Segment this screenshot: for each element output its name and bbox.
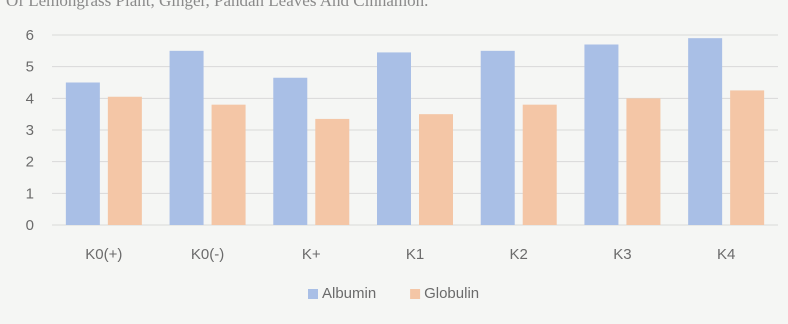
x-category-label: K3 <box>613 246 631 263</box>
x-category-label: K0(-) <box>191 246 224 263</box>
y-tick-label: 0 <box>26 217 34 234</box>
legend-label-albumin: Albumin <box>322 285 376 302</box>
y-tick-label: 5 <box>26 59 34 76</box>
bar-albumin-K0(+) <box>66 83 100 226</box>
bar-albumin-K+ <box>273 78 307 225</box>
bar-albumin-K4 <box>688 38 722 225</box>
legend-swatch-globulin <box>410 289 420 299</box>
y-tick-label: 4 <box>26 90 34 107</box>
bar-globulin-K0(-) <box>212 105 246 225</box>
y-tick-label: 1 <box>26 185 34 202</box>
gridlines <box>52 35 778 225</box>
y-tick-label: 6 <box>26 27 34 44</box>
x-category-label: K+ <box>302 246 321 263</box>
bar-albumin-K0(-) <box>170 51 204 225</box>
bar-globulin-K3 <box>626 98 660 225</box>
bar-globulin-K1 <box>419 114 453 225</box>
x-category-label: K4 <box>717 246 735 263</box>
bar-globulin-K4 <box>730 90 764 225</box>
legend-swatch-albumin <box>308 289 318 299</box>
bar-albumin-K2 <box>481 51 515 225</box>
bar-globulin-K0(+) <box>108 97 142 225</box>
legend-label-globulin: Globulin <box>424 285 479 302</box>
x-category-label: K0(+) <box>85 246 122 263</box>
y-axis-ticks: 0 1 2 3 4 5 6 <box>26 27 34 234</box>
bar-albumin-K1 <box>377 52 411 225</box>
y-tick-label: 3 <box>26 122 34 139</box>
x-axis-categories: K0(+) K0(-) K+ K1 K2 K3 K4 <box>85 246 735 263</box>
bar-globulin-K+ <box>315 119 349 225</box>
x-category-label: K1 <box>406 246 424 263</box>
bar-globulin-K2 <box>523 105 557 225</box>
bar-albumin-K3 <box>584 45 618 226</box>
x-category-label: K2 <box>510 246 528 263</box>
y-tick-label: 2 <box>26 154 34 171</box>
legend: Albumin Globulin <box>308 285 479 302</box>
